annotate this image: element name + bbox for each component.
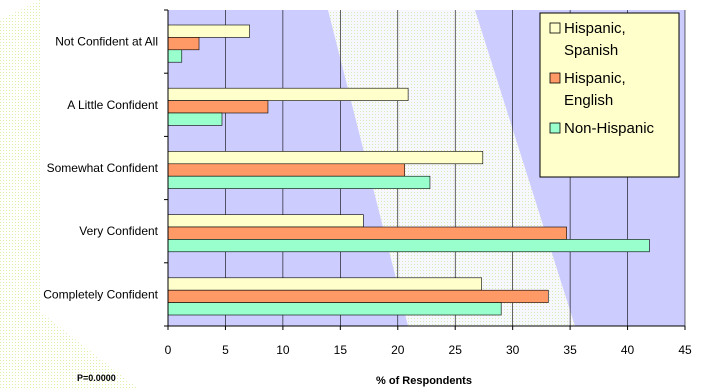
- bar: [167, 214, 364, 228]
- bar: [167, 289, 549, 303]
- x-tick-label: 30: [506, 343, 520, 357]
- category-label: Completely Confident: [43, 287, 158, 301]
- backdrop-pattern-bottom: [0, 280, 140, 390]
- bar: [167, 24, 250, 38]
- x-tick-label: 20: [391, 343, 405, 357]
- legend-box: [539, 12, 680, 178]
- legend-label: Hispanic,: [564, 70, 626, 87]
- bar: [167, 239, 650, 253]
- bar: [167, 226, 567, 240]
- axes-group: Not Confident at All A Little Confident So…: [43, 9, 692, 357]
- bar: [167, 151, 484, 165]
- bar: [167, 49, 183, 63]
- bar: [167, 37, 200, 51]
- x-tick-label: 25: [449, 343, 463, 357]
- x-tick-label: 40: [621, 343, 635, 357]
- legend: Hispanic, Spanish Hispanic, English Non-Hisp…: [539, 12, 680, 178]
- category-label: Somewhat Confident: [47, 161, 159, 175]
- bar: [167, 277, 482, 291]
- category-label: Not Confident at All: [55, 35, 158, 49]
- legend-label: Non-Hispanic: [564, 120, 655, 137]
- x-tick-label: 15: [334, 343, 348, 357]
- category-label: Very Confident: [79, 224, 158, 238]
- bar: [167, 163, 405, 177]
- legend-swatch: [549, 22, 561, 34]
- category-label: A Little Confident: [67, 98, 158, 112]
- legend-swatch: [549, 72, 561, 84]
- bar: [167, 302, 502, 316]
- bar: [167, 87, 409, 101]
- p-value-note: P=0.0000: [77, 373, 116, 383]
- bar: [167, 112, 223, 126]
- bar: [167, 100, 269, 114]
- x-axis-label: % of Respondents: [376, 375, 472, 387]
- x-tick-label: 45: [678, 343, 692, 357]
- x-tick-label: 5: [222, 343, 229, 357]
- bar: [167, 175, 431, 189]
- x-tick-label: 10: [276, 343, 290, 357]
- x-tick-label: 0: [165, 343, 172, 357]
- legend-swatch: [549, 122, 561, 134]
- legend-label: Hispanic,: [564, 20, 626, 37]
- legend-label: Spanish: [564, 42, 618, 59]
- legend-label: English: [564, 92, 613, 109]
- x-tick-label: 35: [563, 343, 577, 357]
